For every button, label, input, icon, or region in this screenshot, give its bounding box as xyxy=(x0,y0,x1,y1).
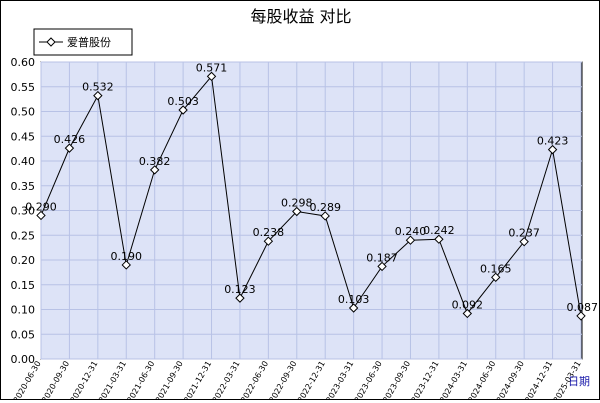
y-gridlines xyxy=(41,61,582,360)
data-label: 0.187 xyxy=(366,251,398,264)
data-point xyxy=(377,261,387,272)
data-point xyxy=(235,293,245,303)
data-label: 0.190 xyxy=(111,250,143,263)
data-label: 0.123 xyxy=(224,283,256,296)
data-point xyxy=(491,272,501,283)
x-tick-label: 2022-03-31 xyxy=(211,360,242,400)
y-tick-label: 0.15 xyxy=(11,279,36,292)
y-tick-label: 0.25 xyxy=(11,229,36,242)
data-point xyxy=(434,234,444,244)
x-tick-label: 2021-12-31 xyxy=(182,360,213,400)
data-label: 0.237 xyxy=(508,227,540,240)
legend-diamond-marker xyxy=(46,37,56,47)
data-label: 0.298 xyxy=(281,196,313,209)
data-label: 0.382 xyxy=(139,155,171,168)
data-point xyxy=(64,143,75,153)
x-tick-label: 2024-06-30 xyxy=(466,359,497,399)
data-point xyxy=(547,144,558,155)
data-point xyxy=(348,303,359,313)
legend-entry-0: 爱普股份 xyxy=(67,35,111,49)
x-tick-label: 2024-09-30 xyxy=(495,360,526,400)
y-axis-ticks: 0.00 0.05 0.10 0.15 0.20 0.25 0.30 0.35 0.40 0.45… xyxy=(11,56,36,366)
y-tick-label: 0.00 xyxy=(11,353,36,366)
x-tick-label: 2020-12-31 xyxy=(69,360,100,400)
data-point xyxy=(149,165,160,175)
data-label: 0.092 xyxy=(452,298,484,311)
data-label: 0.503 xyxy=(167,95,199,108)
data-label: 0.571 xyxy=(196,61,228,74)
y-tick-label: 0.55 xyxy=(11,81,36,94)
y-tick-label: 0.05 xyxy=(11,328,36,341)
x-tick-label: 2023-06-30 xyxy=(353,360,384,400)
x-tick-label: 2023-09-30 xyxy=(381,360,412,400)
data-point xyxy=(121,260,131,270)
x-tick-label: 2024-03-31 xyxy=(438,360,469,400)
data-point xyxy=(320,211,330,221)
data-point xyxy=(93,90,103,101)
y-tick-label: 0.30 xyxy=(11,205,36,218)
data-point xyxy=(178,105,188,115)
y-tick-label: 0.40 xyxy=(11,155,36,168)
data-points xyxy=(36,71,586,321)
data-point xyxy=(519,236,529,247)
data-label: 0.289 xyxy=(309,201,341,214)
x-axis-unit-label: 日期 xyxy=(568,375,590,388)
data-label: 0.087 xyxy=(567,301,599,314)
x-tick-label: 2023-03-31 xyxy=(324,360,355,400)
data-label: 0.238 xyxy=(253,226,285,239)
data-label: 0.532 xyxy=(82,81,114,94)
data-labels: 0.290 0.426 0.532 0.190 0.382 0.503 0.571 0.123… xyxy=(25,61,598,314)
series-line-aipu xyxy=(40,75,582,317)
data-label: 0.103 xyxy=(338,293,370,306)
x-tick-label: 2021-09-30 xyxy=(154,360,185,400)
chart-title: 每股收益 对比 xyxy=(250,7,351,26)
x-tick-label: 2021-03-31 xyxy=(97,360,128,400)
y-tick-label: 0.10 xyxy=(11,304,36,317)
data-label: 0.423 xyxy=(537,135,569,148)
data-label: 0.290 xyxy=(25,200,57,213)
data-point xyxy=(36,210,46,221)
x-tick-label: 2020-09-30 xyxy=(40,360,71,400)
data-point xyxy=(462,308,473,319)
x-tick-label: 2023-12-31 xyxy=(410,360,441,400)
x-tick-label: 2021-06-30 xyxy=(125,360,156,400)
data-point xyxy=(263,236,274,246)
data-point xyxy=(405,235,416,245)
data-point xyxy=(576,311,586,321)
x-tick-label: 2022-09-30 xyxy=(267,360,298,400)
x-tick-label: 2022-12-31 xyxy=(296,360,327,400)
data-point xyxy=(292,206,302,217)
data-label: 0.240 xyxy=(395,225,427,238)
y-tick-label: 0.35 xyxy=(11,180,36,193)
y-tick-label: 0.45 xyxy=(11,130,36,143)
y-tick-label: 0.60 xyxy=(11,56,36,69)
data-point xyxy=(206,71,217,82)
data-label: 0.242 xyxy=(423,224,455,237)
y-tick-label: 0.50 xyxy=(11,106,36,119)
y-tick-label: 0.20 xyxy=(11,254,36,267)
data-label: 0.165 xyxy=(480,262,512,275)
data-label: 0.426 xyxy=(54,133,86,146)
x-tick-label: 2022-06-30 xyxy=(239,360,270,400)
x-tick-label: 2024-12-31 xyxy=(523,360,554,400)
x-axis-ticks: 2020-06-302020-09-302020-12-312021-03-31… xyxy=(12,359,583,403)
